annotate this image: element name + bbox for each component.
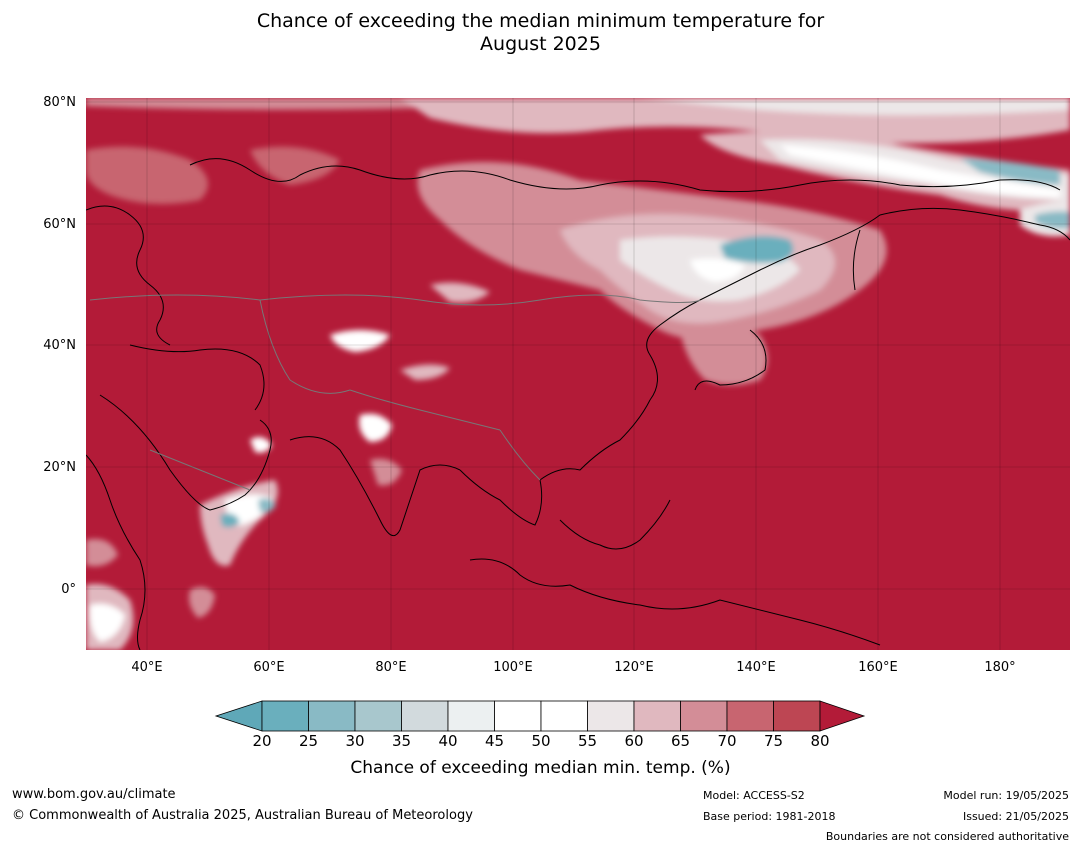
colorbar-tick-label: 80	[810, 732, 830, 750]
colorbar-tick-label: 75	[763, 732, 784, 750]
lat-label-20n: 20°N	[43, 460, 76, 475]
footer-disclaimer: Boundaries are not considered authoritat…	[825, 830, 1069, 843]
colorbar-arrow-high	[819, 700, 866, 732]
lon-label-100e: 100°E	[493, 660, 533, 675]
colorbar-segment	[633, 700, 681, 732]
colorbar-segment	[726, 700, 774, 732]
lon-label-140e: 140°E	[736, 660, 776, 675]
lon-label-160e: 160°E	[858, 660, 898, 675]
colorbar-tick-label: 35	[391, 732, 412, 750]
footer-model-run: Model run: 19/05/2025	[943, 789, 1069, 802]
colorbar-tick-label: 70	[717, 732, 737, 750]
footer-copyright: © Commonwealth of Australia 2025, Austra…	[12, 808, 473, 823]
colorbar-segment	[401, 700, 449, 732]
lon-label-40e: 40°E	[131, 660, 163, 675]
map-panel	[86, 98, 1070, 650]
colorbar-segment	[261, 700, 309, 732]
colorbar-tick-label: 55	[577, 732, 598, 750]
colorbar-tick-label: 50	[531, 732, 551, 750]
footer-model: Model: ACCESS-S2	[703, 789, 805, 802]
lat-label-80n: 80°N	[43, 95, 76, 110]
colorbar-segment	[773, 700, 821, 732]
colorbar-segment	[308, 700, 356, 732]
colorbar-segment	[447, 700, 495, 732]
footer-base-period: Base period: 1981-2018	[703, 810, 836, 823]
colorbar-tick-label: 20	[252, 732, 272, 750]
lat-label-0: 0°	[61, 582, 76, 597]
lon-label-60e: 60°E	[253, 660, 285, 675]
map-title: Chance of exceeding the median minimum t…	[0, 10, 1081, 56]
lat-label-40n: 40°N	[43, 338, 76, 353]
footer-issued: Issued: 21/05/2025	[962, 810, 1069, 823]
colorbar-tick-label: 25	[298, 732, 319, 750]
colorbar-segment	[540, 700, 588, 732]
colorbar-segment	[354, 700, 402, 732]
colorbar-segment	[494, 700, 542, 732]
map-title-line1: Chance of exceeding the median minimum t…	[256, 10, 825, 32]
lat-label-60n: 60°N	[43, 217, 76, 232]
colorbar-arrow-low	[214, 700, 263, 732]
colorbar-segment	[680, 700, 728, 732]
lon-label-120e: 120°E	[614, 660, 654, 675]
boundaries	[89, 294, 701, 491]
colorbar-tick-label: 65	[670, 732, 691, 750]
gridlines	[86, 98, 1070, 650]
colorbar-tick-label: 60	[624, 732, 644, 750]
colorbar-tick-label: 45	[484, 732, 505, 750]
anomaly-patches	[86, 98, 1070, 650]
map-title-line2: August 2025	[480, 33, 601, 55]
colorbar-tick-label: 40	[438, 732, 458, 750]
footer-url[interactable]: www.bom.gov.au/climate	[12, 787, 176, 802]
lon-label-180: 180°	[984, 660, 1016, 675]
colorbar-title: Chance of exceeding median min. temp. (%…	[350, 758, 731, 778]
coastlines	[86, 158, 1070, 650]
colorbar-segment	[587, 700, 635, 732]
lon-label-80e: 80°E	[375, 660, 407, 675]
colorbar-tick-label: 30	[345, 732, 365, 750]
